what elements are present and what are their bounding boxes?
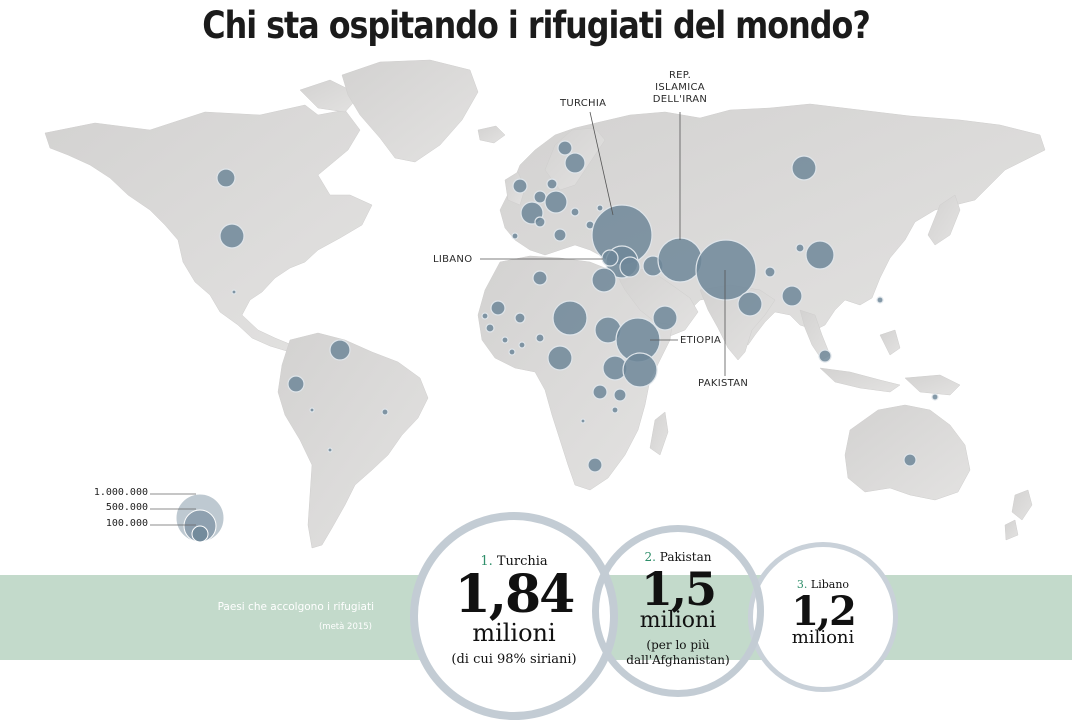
refugee-bubble [564,152,586,174]
band-title: Paesi che accolgono i rifugiati [217,601,374,613]
refugee-bubble [591,267,617,293]
label-libano: LIBANO [433,254,473,265]
refugee-bubble [596,204,604,212]
south-america [277,332,429,549]
rank-2-value: 1,5 [640,562,717,616]
refugee-bubble [512,178,528,194]
refugee-bubble [546,178,558,190]
refugee-bubble [553,228,567,242]
label-pakistan: PAKISTAN [698,378,749,389]
band-subtitle: (metà 2015) [318,622,372,632]
ranking-circle-1 [410,512,618,720]
refugee-bubble [557,140,573,156]
ranking-circle-2 [592,525,764,697]
refugee-bubble [619,256,641,278]
refugee-bubble [611,406,619,414]
refugee-bubble [795,243,805,253]
greenland [341,59,479,163]
refugee-bubble [309,407,315,413]
refugee-bubble [490,300,506,316]
refugee-bubble [501,336,509,344]
refugee-bubble [876,296,884,304]
refugee-bubble [518,341,526,349]
refugee-bubble [695,239,757,301]
refugee-bubble [231,289,237,295]
refugee-bubble [587,457,603,473]
refugee-bubble [657,237,703,283]
refugee-bubble [533,190,547,204]
refugee-bubble [622,352,658,388]
refugee-bubble [329,339,351,361]
refugee-bubble [781,285,803,307]
refugee-bubble [287,375,305,393]
rank-3-unit: milioni [791,627,855,648]
rank-1-label: 1. Turchia [480,554,548,569]
label-turchia: TURCHIA [560,98,607,109]
refugee-bubble [737,291,763,317]
rank-3-value: 1,2 [791,588,857,635]
rank-1-value: 1,84 [454,564,576,625]
refugee-bubble [532,270,548,286]
refugee-bubble [791,155,817,181]
rank-2-label: 2. Pakistan [644,550,712,564]
legend-1000000: 1.000.000 [93,487,148,498]
refugee-bubble [381,408,389,416]
page-title: Chi sta ospitando i rifugiati del mondo? [202,4,871,47]
refugee-bubble [216,168,236,188]
legend-500000: 500.000 [105,502,148,513]
rank-2-note: (per lo più dall'Afghanistan) [626,638,730,667]
refugee-bubble [592,384,608,400]
turchia-leader [589,111,614,216]
refugee-bubble [570,207,580,217]
refugee-bubble [534,216,546,228]
arctic-islands [299,79,361,113]
refugee-bubble [805,240,835,270]
refugee-bubble [219,223,245,249]
refugee-bubbles [216,140,939,473]
rank-1-unit: milioni [472,619,556,647]
size-legend [175,493,225,543]
australia [844,404,971,501]
refugee-bubble [903,453,917,467]
label-iran: REP. ISLAMICA DELL'IRAN [652,70,708,105]
refugee-bubble [514,312,526,324]
refugee-bubble [764,266,776,278]
rank-3-label: 3. Libano [796,578,850,591]
refugee-bubble [508,348,516,356]
refugee-bubble [485,323,495,333]
legend-100000: 100.000 [105,518,148,529]
refugee-bubble [601,249,619,267]
refugee-bubble [535,333,545,343]
refugee-bubble [547,345,573,371]
refugee-bubble [818,349,832,363]
refugee-bubble [580,418,586,424]
refugee-bubble [511,232,519,240]
north-america [44,104,373,353]
refugee-bubble [327,447,333,453]
rank-1-note: (di cui 98% siriani) [451,652,577,667]
rank-2-unit: milioni [639,608,717,633]
refugee-bubble [652,305,678,331]
refugee-bubble [931,393,939,401]
refugee-bubble [613,388,627,402]
refugee-bubble [481,312,489,320]
refugee-bubble [544,190,568,214]
label-etiopia: ETIOPIA [680,335,722,346]
africa [477,255,673,491]
refugee-bubble [552,300,588,336]
